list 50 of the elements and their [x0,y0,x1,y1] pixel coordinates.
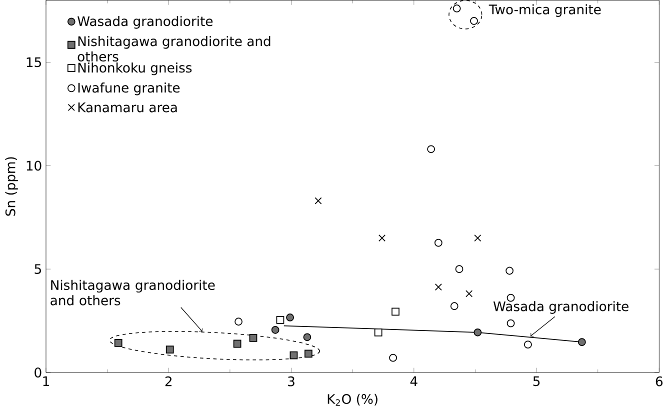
point [303,333,312,342]
annotation: Two-mica granite [488,4,601,17]
x-tick-label: 2 [165,376,172,386]
x-tick-label: 3 [288,376,294,386]
point [233,340,242,348]
y-tick-label: 15 [26,57,41,68]
point [506,266,514,275]
point [389,354,397,362]
legend-label: Iwafune granite [78,82,180,96]
point [452,4,461,12]
y-axis-title: Sn (ppm) [5,157,18,216]
point [378,234,386,242]
point [578,338,586,346]
y-tick-label: 10 [26,160,42,171]
point [455,265,464,273]
point [290,351,298,360]
point [474,328,482,336]
point [374,328,382,336]
annotation: Nishitagawa granodiorite and others [50,280,215,306]
y-tick-label: 0 [34,367,42,378]
annotation: Wasada granodiorite [493,301,628,314]
legend-label: Wasada granodiorite [78,16,213,29]
point [524,340,532,348]
point [450,302,458,310]
x-tick-label: 4 [410,376,418,386]
point [314,197,322,204]
point [249,334,258,342]
legend-label: Kanamaru area [78,102,177,112]
x-axis-title: K$_{2}$O (%) [328,394,378,406]
y-tick-label: 5 [34,264,41,274]
point [286,313,294,322]
point [234,318,242,326]
point [506,319,515,328]
point [276,316,284,324]
point [470,16,478,25]
legend-label: Nihonkoku gneiss [78,62,192,76]
point [304,350,312,358]
point [114,338,122,347]
point [474,234,482,242]
x-tick-label: 5 [533,376,540,386]
x-tick-label: 6 [656,376,663,386]
x-tick-label: 1 [43,376,49,386]
point [392,308,400,316]
point [427,145,436,154]
legend-label: Nishitagawa granodiorite and others [78,36,270,62]
point [166,346,174,354]
point [434,238,442,247]
point [466,290,473,298]
point [434,284,442,291]
point [271,326,280,334]
